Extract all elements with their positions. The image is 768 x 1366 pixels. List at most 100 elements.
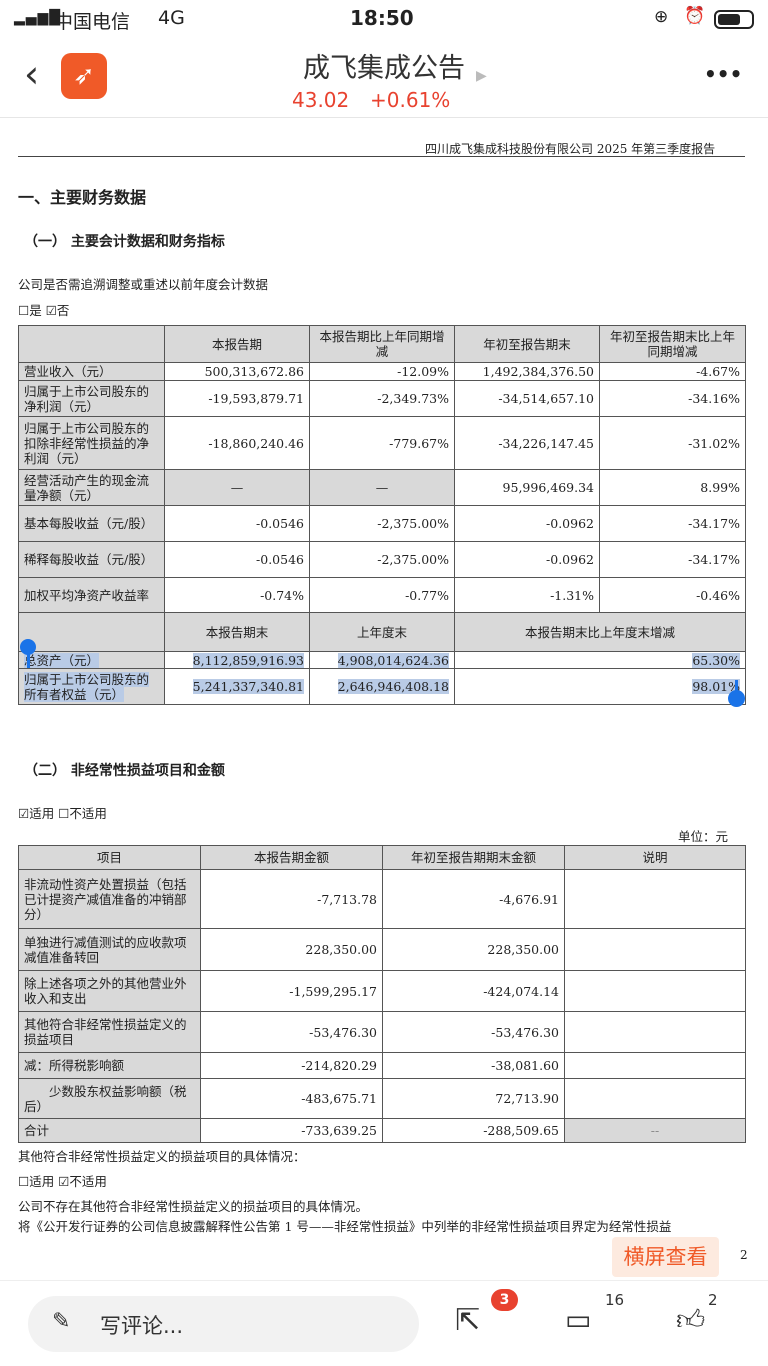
row-label: 非流动性资产处置损益（包括已计提资产减值准备的冲销部分）: [18, 869, 201, 929]
cell: -19,593,879.71: [164, 380, 310, 417]
row-label: 加权平均净资产收益率: [18, 577, 165, 613]
app-logo: ➶: [61, 53, 107, 99]
selection-start-handle[interactable]: [20, 639, 36, 655]
paragraph-1: 公司不存在其他符合非经常性损益定义的损益项目的具体情况。: [18, 1199, 369, 1214]
page-title: 成飞集成公告: [303, 53, 465, 84]
cell: -2,349.73%: [309, 380, 455, 417]
header-cell: [18, 612, 165, 652]
table-row: 除上述各项之外的其他营业外收入和支出 -1,599,295.17 -424,074.…: [18, 970, 746, 1012]
cell[interactable]: 98.01%: [692, 679, 740, 694]
cell: 8.99%: [599, 469, 746, 506]
cell: -2,375.00%: [309, 505, 455, 542]
unit-label: 单位：元: [678, 829, 729, 844]
table-row: 营业收入（元） 500,313,672.86 -12.09% 1,492,384,37…: [18, 362, 746, 381]
row-label[interactable]: 总资产（元）: [24, 652, 100, 668]
row-label: 单独进行减值测试的应收款项减值准备转回: [18, 928, 201, 971]
cell[interactable]: 65.30%: [692, 652, 740, 668]
lock-rotation-icon: ⊕: [654, 7, 669, 27]
header-cell: 说明: [564, 845, 746, 870]
bottom-bar: ✎ 写评论... ⇱ 3 ▭ 16 👍︎ 2: [0, 1280, 768, 1366]
stock-change: +0.61%: [370, 88, 451, 112]
chevron-right-icon[interactable]: ▶: [476, 68, 487, 84]
non-recurring-table: 项目 本报告期金额 年初至报告期期末金额 说明 非流动性资产处置损益（包括已计提资产减…: [18, 845, 746, 1143]
table-row: 基本每股收益（元/股） -0.0546 -2,375.00% -0.0962 -34.1…: [18, 505, 746, 542]
cell[interactable]: 4,908,014,624.36: [337, 652, 449, 668]
selection-start-bar: [27, 650, 30, 668]
selection-end-handle[interactable]: [728, 690, 745, 707]
cell: -53,476.30: [200, 1011, 383, 1053]
like-icon[interactable]: 👍︎: [676, 1303, 706, 1336]
header-cell: 本报告期末: [164, 612, 310, 652]
cell: -34.17%: [599, 541, 746, 578]
cell: 228,350.00: [382, 928, 565, 971]
cell: -2,375.00%: [309, 541, 455, 578]
alarm-icon: ⏰: [684, 6, 706, 26]
header-cell: 本报告期比上年同期增减: [309, 325, 455, 363]
cell: -34.17%: [599, 505, 746, 542]
carrier: 中国电信: [54, 11, 131, 33]
cell: [564, 928, 746, 971]
cell: -1,599,295.17: [200, 970, 383, 1012]
cell: --: [564, 1118, 746, 1143]
cell[interactable]: 8,112,859,916.93: [192, 652, 304, 668]
cell: -779.67%: [309, 416, 455, 470]
row-label[interactable]: 归属于上市公司股东的所有者权益（元）: [24, 671, 150, 702]
back-icon[interactable]: ‹: [24, 52, 40, 96]
share-icon[interactable]: ⇱: [455, 1303, 481, 1338]
cell: -34.16%: [599, 380, 746, 417]
battery-icon: [714, 10, 754, 29]
header-rule: [18, 156, 745, 157]
applicable-checkbox: ☑适用 ☐不适用: [18, 806, 107, 821]
cell: -4.67%: [599, 362, 746, 381]
row-label: 经营活动产生的现金流量净额（元）: [18, 469, 165, 506]
table-total-row: 合计 -733,639.25 -288,509.65 --: [18, 1118, 746, 1143]
header-cell: 本报告期金额: [200, 845, 383, 870]
comment-input[interactable]: ✎ 写评论...: [28, 1296, 419, 1352]
row-label: 少数股东权益影响额（税后）: [18, 1078, 201, 1119]
row-label: 基本每股收益（元/股）: [18, 505, 165, 542]
cell: -31.02%: [599, 416, 746, 470]
document-page: 四川成飞集成科技股份有限公司 2025 年第三季度报告 一、主要财务数据 （一）…: [0, 118, 768, 318]
cell: 95,996,469.34: [454, 469, 600, 506]
landscape-view-button[interactable]: 横屏查看: [612, 1237, 719, 1277]
cell: -38,081.60: [382, 1052, 565, 1079]
row-label: 归属于上市公司股东的扣除非经常性损益的净利润（元）: [18, 416, 165, 470]
cell: [564, 1011, 746, 1053]
cell: [564, 970, 746, 1012]
like-count: 2: [708, 1291, 718, 1309]
cell[interactable]: 5,241,337,340.81: [192, 679, 304, 694]
table-row: 少数股东权益影响额（税后） -483,675.71 72,713.90: [18, 1078, 746, 1119]
more-button[interactable]: •••: [704, 62, 743, 86]
header-cell: 本报告期末比上年度末增减: [454, 612, 746, 652]
subsection-title-2: （二） 非经常性损益项目和金额: [24, 763, 225, 779]
cell: 72,713.90: [382, 1078, 565, 1119]
cell: -4,676.91: [382, 869, 565, 929]
status-bar: ▂▄▆█ 中国电信 4G 18:50 ⊕ ⏰: [0, 0, 768, 40]
header-cell: 年初至报告期末: [454, 325, 600, 363]
row-label: 归属于上市公司股东的净利润（元）: [18, 380, 165, 417]
nav-header: ‹ ➶ 成飞集成公告 ▶ 43.02 +0.61% •••: [0, 40, 768, 118]
stock-price: 43.02: [292, 88, 350, 112]
cell: —: [164, 469, 310, 506]
table-row-selected: 归属于上市公司股东的所有者权益（元） 5,241,337,340.81 2,646,…: [18, 668, 746, 705]
cell: -424,074.14: [382, 970, 565, 1012]
table-header-row: 项目 本报告期金额 年初至报告期期末金额 说明: [18, 845, 746, 870]
other-note: 其他符合非经常性损益定义的损益项目的具体情况：: [18, 1149, 306, 1164]
header-cell: 年初至报告期期末金额: [382, 845, 565, 870]
table-row: 其他符合非经常性损益定义的损益项目 -53,476.30 -53,476.30: [18, 1011, 746, 1053]
cell: -12.09%: [309, 362, 455, 381]
comment-icon[interactable]: ▭: [565, 1303, 592, 1336]
page-number: 2: [740, 1248, 748, 1262]
table-header-row-2: 本报告期末 上年度末 本报告期末比上年度末增减: [18, 612, 746, 652]
row-label: 其他符合非经常性损益定义的损益项目: [18, 1011, 201, 1053]
row-label: 除上述各项之外的其他营业外收入和支出: [18, 970, 201, 1012]
table-row: 归属于上市公司股东的净利润（元） -19,593,879.71 -2,349.73%…: [18, 380, 746, 417]
header-cell: 年初至报告期末比上年同期增减: [599, 325, 746, 363]
cell: -733,639.25: [200, 1118, 383, 1143]
share-badge: 3: [491, 1289, 518, 1311]
cell[interactable]: 2,646,946,408.18: [337, 679, 449, 694]
section-title: 一、主要财务数据: [18, 188, 147, 207]
restate-answer: ☐是 ☑否: [18, 303, 70, 318]
comment-placeholder: 写评论...: [100, 1314, 184, 1338]
cell: -34,226,147.45: [454, 416, 600, 470]
